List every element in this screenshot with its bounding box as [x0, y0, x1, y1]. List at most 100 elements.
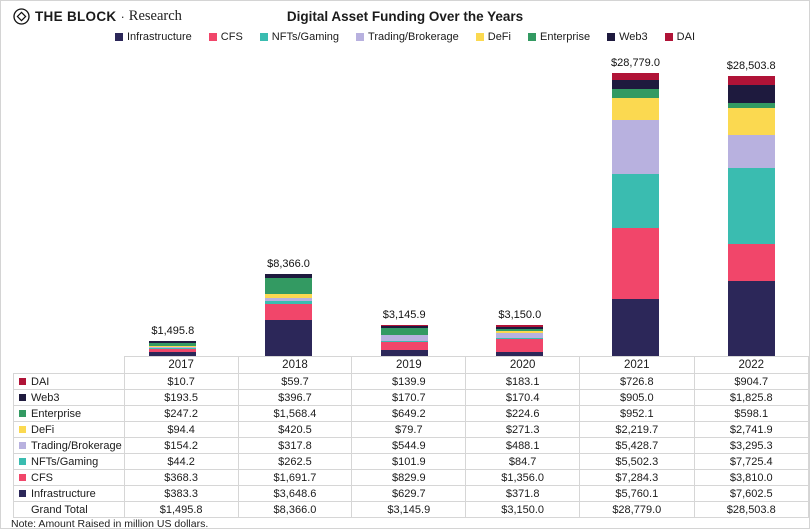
- cell-infrastructure-2018: $3,648.6: [237, 485, 353, 502]
- row-label-grand-total: Grand Total: [13, 501, 125, 518]
- legend-swatch-trading-brokerage: [356, 33, 365, 41]
- row-label-text: Trading/Brokerage: [31, 439, 122, 452]
- legend-swatch-nfts-gaming: [259, 33, 268, 41]
- bar-total-label-2022: $28,503.8: [726, 59, 776, 72]
- bar-segment-web3-2018: [265, 274, 312, 279]
- cell-enterprise-2021: $952.1: [579, 405, 695, 422]
- chart-title: Digital Asset Funding Over the Years: [286, 9, 524, 24]
- bar-segment-infrastructure-2019: [380, 349, 428, 356]
- table-row-infrastructure: Infrastructure $383.3 $3,648.6 $629.7 $371.8…: [13, 485, 809, 502]
- table-row-dai: DAI $10.7 $59.7 $139.9 $183.1 $726.8 $904.7: [13, 373, 809, 390]
- cell-trading-brokerage-2019: $544.9: [351, 437, 467, 454]
- bar-2021: [612, 73, 659, 356]
- cell-nfts-gaming-2018: $262.5: [237, 453, 353, 470]
- bar-segment-trading-brokerage-2021: [612, 120, 659, 174]
- row-swatch-trading-brokerage: [19, 442, 26, 449]
- cell-cfs-2019: $829.9: [351, 469, 467, 486]
- bar-segment-infrastructure-2020: [496, 352, 544, 356]
- legend-item-enterprise: Enterprise: [527, 31, 590, 43]
- bar-segment-dai-2020: [496, 325, 544, 327]
- legend-label: CFS: [220, 31, 243, 43]
- bar-segment-nfts-gaming-2020: [496, 338, 544, 340]
- legend-label: Web3: [619, 31, 648, 43]
- bar-segment-infrastructure-2018: [265, 320, 312, 356]
- row-swatch-cfs: [19, 474, 26, 481]
- bar-segment-enterprise-2018: [265, 278, 312, 294]
- table-year-header-2018: 2018: [237, 356, 353, 374]
- bar-segment-cfs-2020: [496, 339, 544, 353]
- row-label-infrastructure: Infrastructure: [13, 485, 125, 502]
- row-label-enterprise: Enterprise: [13, 405, 125, 422]
- cell-defi-2019: $79.7: [351, 421, 467, 438]
- row-label-nfts-gaming: NFTs/Gaming: [13, 453, 125, 470]
- cell-web3-2019: $170.7: [351, 389, 467, 406]
- bar-segment-trading-brokerage-2017: [149, 346, 197, 349]
- legend-swatch-web3: [607, 33, 616, 41]
- row-label-defi: DeFi: [13, 421, 125, 438]
- table-header-row: 2017 2018 2019 2020 2021 2022: [14, 356, 809, 374]
- legend-label: Trading/Brokerage: [368, 31, 459, 43]
- data-table-body: 2017 2018 2019 2020 2021 2022 DAI $10.7 $59.7 $13…: [13, 356, 809, 518]
- cell-trading-brokerage-2017: $154.2: [123, 437, 239, 454]
- bar-segment-nfts-gaming-2018: [265, 300, 312, 304]
- bar-segment-infrastructure-2022: [727, 281, 775, 356]
- bar-total-label-2020: $3,150.0: [498, 309, 542, 321]
- table-year-header-2020: 2020: [465, 356, 581, 374]
- legend-label: DeFi: [487, 31, 511, 43]
- bar-total-label-2018: $8,366.0: [267, 257, 310, 270]
- row-swatch-infrastructure: [19, 490, 26, 497]
- bar-segment-web3-2021: [612, 80, 659, 90]
- row-label-dai: DAI: [13, 373, 125, 390]
- table-year-header-2022: 2022: [693, 356, 809, 374]
- cell-infrastructure-2017: $383.3: [123, 485, 239, 502]
- row-swatch-dai: [19, 378, 26, 385]
- the-block-logo-icon: [13, 8, 30, 25]
- row-label-text: DeFi: [31, 423, 55, 436]
- cell-infrastructure-2022: $7,602.5: [693, 485, 809, 502]
- legend-swatch-enterprise: [527, 33, 536, 41]
- cell-grand-total-2017: $1,495.8: [123, 501, 239, 518]
- row-label-trading-brokerage: Trading/Brokerage: [13, 437, 125, 454]
- bar-segment-defi-2020: [496, 330, 544, 334]
- bar-segment-nfts-gaming-2022: [727, 167, 775, 244]
- cell-infrastructure-2020: $371.8: [465, 485, 581, 502]
- cell-enterprise-2018: $1,568.4: [237, 405, 353, 422]
- cell-infrastructure-2021: $5,760.1: [579, 485, 695, 502]
- cell-cfs-2017: $368.3: [123, 469, 239, 486]
- row-swatch-defi: [19, 426, 26, 433]
- bar-segment-infrastructure-2017: [149, 352, 197, 356]
- legend-swatch-dai: [664, 33, 673, 41]
- row-label-text: Grand Total: [31, 503, 88, 516]
- row-label-text: Web3: [31, 391, 60, 404]
- cell-dai-2018: $59.7: [237, 373, 353, 390]
- cell-cfs-2021: $7,284.3: [579, 469, 695, 486]
- bar-segment-defi-2017: [149, 345, 197, 347]
- table-row-defi: DeFi $94.4 $420.5 $79.7 $271.3 $2,219.7 $2,741…: [13, 421, 809, 438]
- legend-item-trading-brokerage: Trading/Brokerage: [356, 31, 459, 43]
- legend-item-web3: Web3: [607, 31, 648, 43]
- cell-dai-2021: $726.8: [579, 373, 695, 390]
- bar-segment-infrastructure-2021: [612, 299, 659, 356]
- cell-trading-brokerage-2018: $317.8: [237, 437, 353, 454]
- legend-item-cfs: CFS: [208, 31, 243, 43]
- cell-nfts-gaming-2021: $5,502.3: [579, 453, 695, 470]
- bar-2017: [149, 341, 197, 356]
- bar-segment-enterprise-2022: [727, 102, 775, 109]
- cell-web3-2018: $396.7: [237, 389, 353, 406]
- bar-segment-cfs-2018: [265, 303, 312, 321]
- bar-segment-defi-2021: [612, 98, 659, 121]
- cell-cfs-2020: $1,356.0: [465, 469, 581, 486]
- cell-trading-brokerage-2020: $488.1: [465, 437, 581, 454]
- bar-total-label-2019: $3,145.9: [382, 309, 426, 322]
- cell-defi-2020: $271.3: [465, 421, 581, 438]
- cell-defi-2021: $2,219.7: [579, 421, 695, 438]
- bar-segment-enterprise-2020: [496, 328, 544, 331]
- cell-dai-2020: $183.1: [465, 373, 581, 390]
- bar-segment-cfs-2021: [612, 227, 659, 300]
- bar-segment-web3-2019: [380, 326, 428, 329]
- bar-segment-web3-2022: [727, 84, 775, 103]
- brand-separator: ·: [120, 9, 125, 24]
- cell-dai-2019: $139.9: [351, 373, 467, 390]
- table-row-grand-total: Grand Total $1,495.8 $8,366.0 $3,145.9 $3,15…: [13, 501, 809, 518]
- table-row-nfts-gaming: NFTs/Gaming $44.2 $262.5 $101.9 $84.7 $5,502.…: [13, 453, 809, 470]
